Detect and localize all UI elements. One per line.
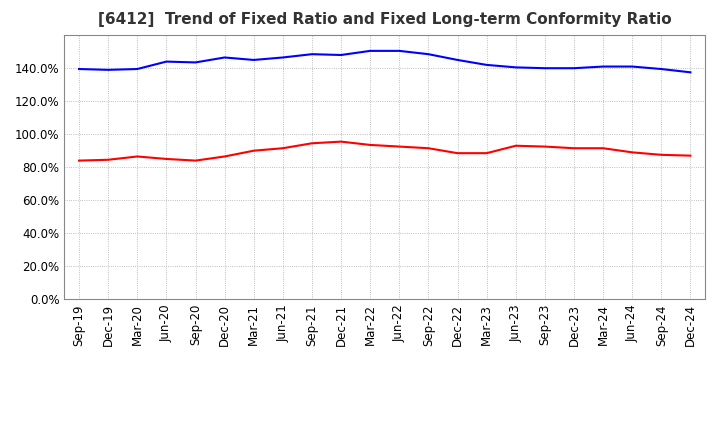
Fixed Ratio	[75, 66, 84, 72]
Fixed Ratio	[657, 66, 666, 72]
Fixed Long-term Conformity Ratio	[453, 150, 462, 156]
Fixed Ratio	[599, 64, 608, 69]
Fixed Long-term Conformity Ratio	[570, 146, 578, 151]
Fixed Long-term Conformity Ratio	[249, 148, 258, 153]
Fixed Ratio	[104, 67, 112, 73]
Fixed Long-term Conformity Ratio	[599, 146, 608, 151]
Line: Fixed Long-term Conformity Ratio: Fixed Long-term Conformity Ratio	[79, 142, 690, 161]
Fixed Long-term Conformity Ratio	[162, 156, 171, 161]
Fixed Long-term Conformity Ratio	[104, 157, 112, 162]
Fixed Long-term Conformity Ratio	[424, 146, 433, 151]
Fixed Long-term Conformity Ratio	[395, 144, 404, 149]
Fixed Ratio	[249, 57, 258, 62]
Fixed Long-term Conformity Ratio	[307, 141, 316, 146]
Fixed Ratio	[482, 62, 491, 67]
Line: Fixed Ratio: Fixed Ratio	[79, 51, 690, 72]
Fixed Long-term Conformity Ratio	[657, 152, 666, 158]
Fixed Long-term Conformity Ratio	[366, 142, 374, 147]
Title: [6412]  Trend of Fixed Ratio and Fixed Long-term Conformity Ratio: [6412] Trend of Fixed Ratio and Fixed Lo…	[98, 12, 672, 27]
Fixed Long-term Conformity Ratio	[482, 150, 491, 156]
Fixed Ratio	[337, 52, 346, 58]
Fixed Ratio	[570, 66, 578, 71]
Fixed Ratio	[511, 65, 520, 70]
Fixed Long-term Conformity Ratio	[337, 139, 346, 144]
Fixed Ratio	[133, 66, 142, 72]
Fixed Ratio	[220, 55, 229, 60]
Fixed Long-term Conformity Ratio	[279, 146, 287, 151]
Fixed Long-term Conformity Ratio	[133, 154, 142, 159]
Fixed Long-term Conformity Ratio	[511, 143, 520, 148]
Fixed Ratio	[424, 51, 433, 57]
Fixed Ratio	[686, 70, 695, 75]
Fixed Long-term Conformity Ratio	[75, 158, 84, 163]
Fixed Ratio	[366, 48, 374, 54]
Fixed Ratio	[541, 66, 549, 71]
Fixed Long-term Conformity Ratio	[541, 144, 549, 149]
Fixed Ratio	[162, 59, 171, 64]
Fixed Ratio	[453, 57, 462, 62]
Fixed Ratio	[279, 55, 287, 60]
Fixed Long-term Conformity Ratio	[628, 150, 636, 155]
Fixed Long-term Conformity Ratio	[220, 154, 229, 159]
Fixed Ratio	[192, 60, 200, 65]
Fixed Ratio	[628, 64, 636, 69]
Fixed Ratio	[307, 51, 316, 57]
Fixed Long-term Conformity Ratio	[686, 153, 695, 158]
Fixed Long-term Conformity Ratio	[192, 158, 200, 163]
Fixed Ratio	[395, 48, 404, 54]
